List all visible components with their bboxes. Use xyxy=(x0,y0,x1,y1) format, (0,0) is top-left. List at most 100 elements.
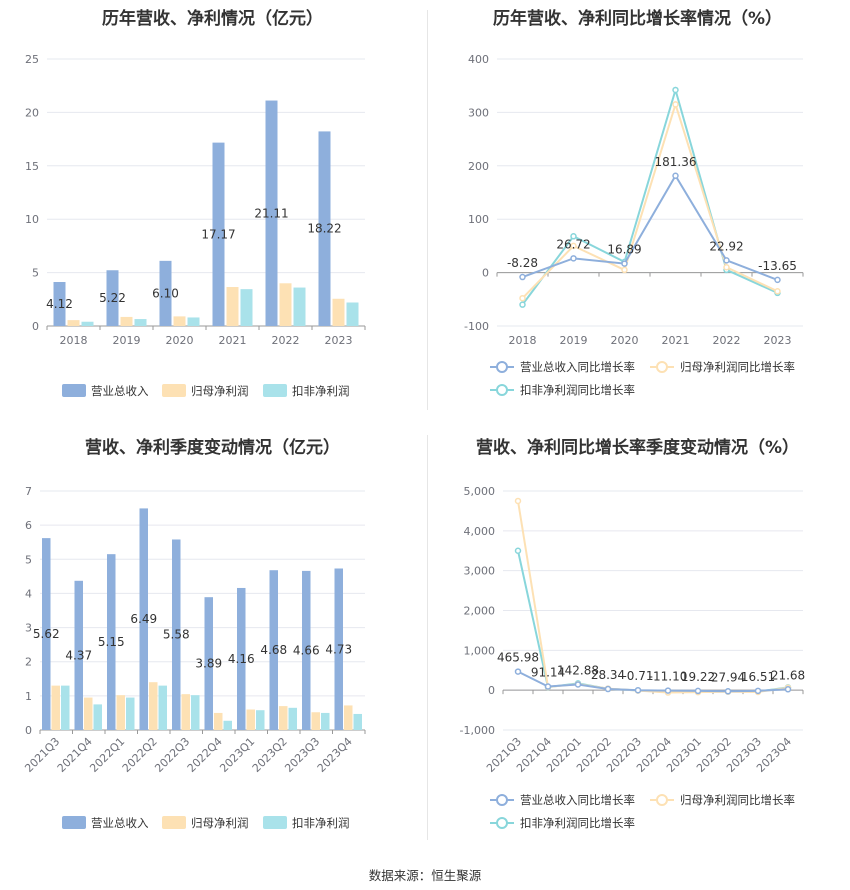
bar xyxy=(240,289,253,326)
series-point xyxy=(723,257,730,264)
bar xyxy=(212,142,225,326)
divider xyxy=(427,10,428,410)
legend-label: 营业总收入 xyxy=(91,816,149,830)
bar xyxy=(279,706,288,730)
y-tick-label: 15 xyxy=(25,160,39,173)
data-label: 142.88 xyxy=(557,663,599,677)
bar xyxy=(346,302,359,326)
data-label: -0.71 xyxy=(622,669,653,683)
series-point xyxy=(570,233,577,240)
bar xyxy=(120,316,133,326)
bar xyxy=(74,580,83,730)
bar xyxy=(53,281,66,326)
legend-swatch xyxy=(263,816,287,829)
bar xyxy=(139,508,148,730)
legend-label: 扣非净利润同比增长率 xyxy=(520,383,635,397)
chart-title: 营收、净利季度变动情况（亿元） xyxy=(85,438,340,458)
data-label: 22.92 xyxy=(709,239,743,253)
y-tick-label: -1,000 xyxy=(460,724,495,737)
data-label: 21.11 xyxy=(254,206,288,220)
bar xyxy=(318,131,331,326)
y-tick-label: 5,000 xyxy=(464,485,496,498)
bar xyxy=(158,685,167,730)
x-tick-label: 2023Q1 xyxy=(217,735,257,775)
bar xyxy=(226,287,239,326)
bar xyxy=(134,319,147,326)
bar xyxy=(172,539,181,730)
bar xyxy=(84,697,93,730)
legend-marker xyxy=(496,384,508,396)
series-point xyxy=(723,264,730,271)
data-label: 5.62 xyxy=(33,627,60,641)
data-label: 4.37 xyxy=(65,648,92,662)
y-tick-label: 10 xyxy=(25,213,39,226)
bar xyxy=(321,712,330,730)
legend-label: 扣非净利润 xyxy=(292,816,350,830)
legend-swatch xyxy=(162,384,186,397)
bar xyxy=(106,270,119,326)
legend-marker xyxy=(496,794,508,806)
legend-marker xyxy=(656,794,668,806)
x-tick-label: 2022Q4 xyxy=(185,735,225,775)
bar xyxy=(81,321,94,326)
x-tick-label: 2022Q2 xyxy=(120,735,160,775)
bar xyxy=(279,283,292,326)
series-point xyxy=(544,683,552,690)
legend-label: 归母净利润 xyxy=(191,384,249,398)
series-point xyxy=(514,668,522,675)
divider xyxy=(427,435,428,840)
bar xyxy=(42,538,51,730)
x-tick-label: 2021 xyxy=(219,334,247,347)
x-tick-label: 2022Q3 xyxy=(152,735,192,775)
y-tick-label: 20 xyxy=(25,106,39,119)
legend-label: 归母净利润 xyxy=(191,816,249,830)
y-tick-label: 25 xyxy=(25,53,39,66)
legend-swatch xyxy=(162,816,186,829)
quarterly-growth-chart: -1,00001,0002,0003,0004,0005,0002021Q320… xyxy=(460,485,806,830)
x-tick-label: 2023Q3 xyxy=(282,735,322,775)
data-label: 3.89 xyxy=(195,657,222,671)
data-label: 5.22 xyxy=(99,291,126,305)
data-label: 4.73 xyxy=(325,642,352,656)
legend-marker xyxy=(656,361,668,373)
x-tick-label: 2023 xyxy=(764,334,792,347)
x-tick-label: 2021Q3 xyxy=(22,735,62,775)
x-tick-label: 2023 xyxy=(325,334,353,347)
series-point xyxy=(672,172,679,180)
y-tick-label: 100 xyxy=(468,213,489,226)
data-label: 16.89 xyxy=(607,243,641,257)
x-tick-label: 2021Q4 xyxy=(55,735,95,775)
bar xyxy=(353,713,362,730)
bar xyxy=(288,707,297,730)
series-point xyxy=(664,687,672,694)
chart-title: 营收、净利同比增长率季度变动情况（%） xyxy=(475,438,800,458)
bar xyxy=(265,100,278,326)
quarterly-amounts-chart: 012345672021Q32021Q42022Q12022Q22022Q320… xyxy=(22,485,366,830)
y-tick-label: 0 xyxy=(488,684,495,697)
y-tick-label: 5 xyxy=(32,267,39,280)
x-tick-label: 2018 xyxy=(60,334,88,347)
series-point xyxy=(672,86,679,94)
y-tick-label: -100 xyxy=(464,320,489,333)
bar xyxy=(204,597,213,730)
series-point xyxy=(672,101,679,108)
y-tick-label: 300 xyxy=(468,106,489,119)
bar xyxy=(293,287,306,326)
bar xyxy=(126,697,135,730)
x-tick-label: 2023Q4 xyxy=(315,735,355,775)
y-tick-label: 2 xyxy=(25,656,32,669)
x-tick-label: 2022 xyxy=(713,334,741,347)
y-tick-label: 2,000 xyxy=(464,605,496,618)
y-tick-label: 0 xyxy=(482,267,489,280)
y-tick-label: 3 xyxy=(25,622,32,635)
data-label: 4.66 xyxy=(293,643,320,657)
legend-label: 归母净利润同比增长率 xyxy=(680,793,795,807)
x-tick-label: 2019 xyxy=(560,334,588,347)
x-tick-label: 2022 xyxy=(272,334,300,347)
bar xyxy=(302,570,311,730)
series-point xyxy=(570,242,577,250)
series-point xyxy=(634,686,642,694)
bar xyxy=(159,260,172,326)
data-source-note: 数据来源：恒生聚源 xyxy=(368,868,482,883)
y-tick-label: 4,000 xyxy=(464,525,496,538)
